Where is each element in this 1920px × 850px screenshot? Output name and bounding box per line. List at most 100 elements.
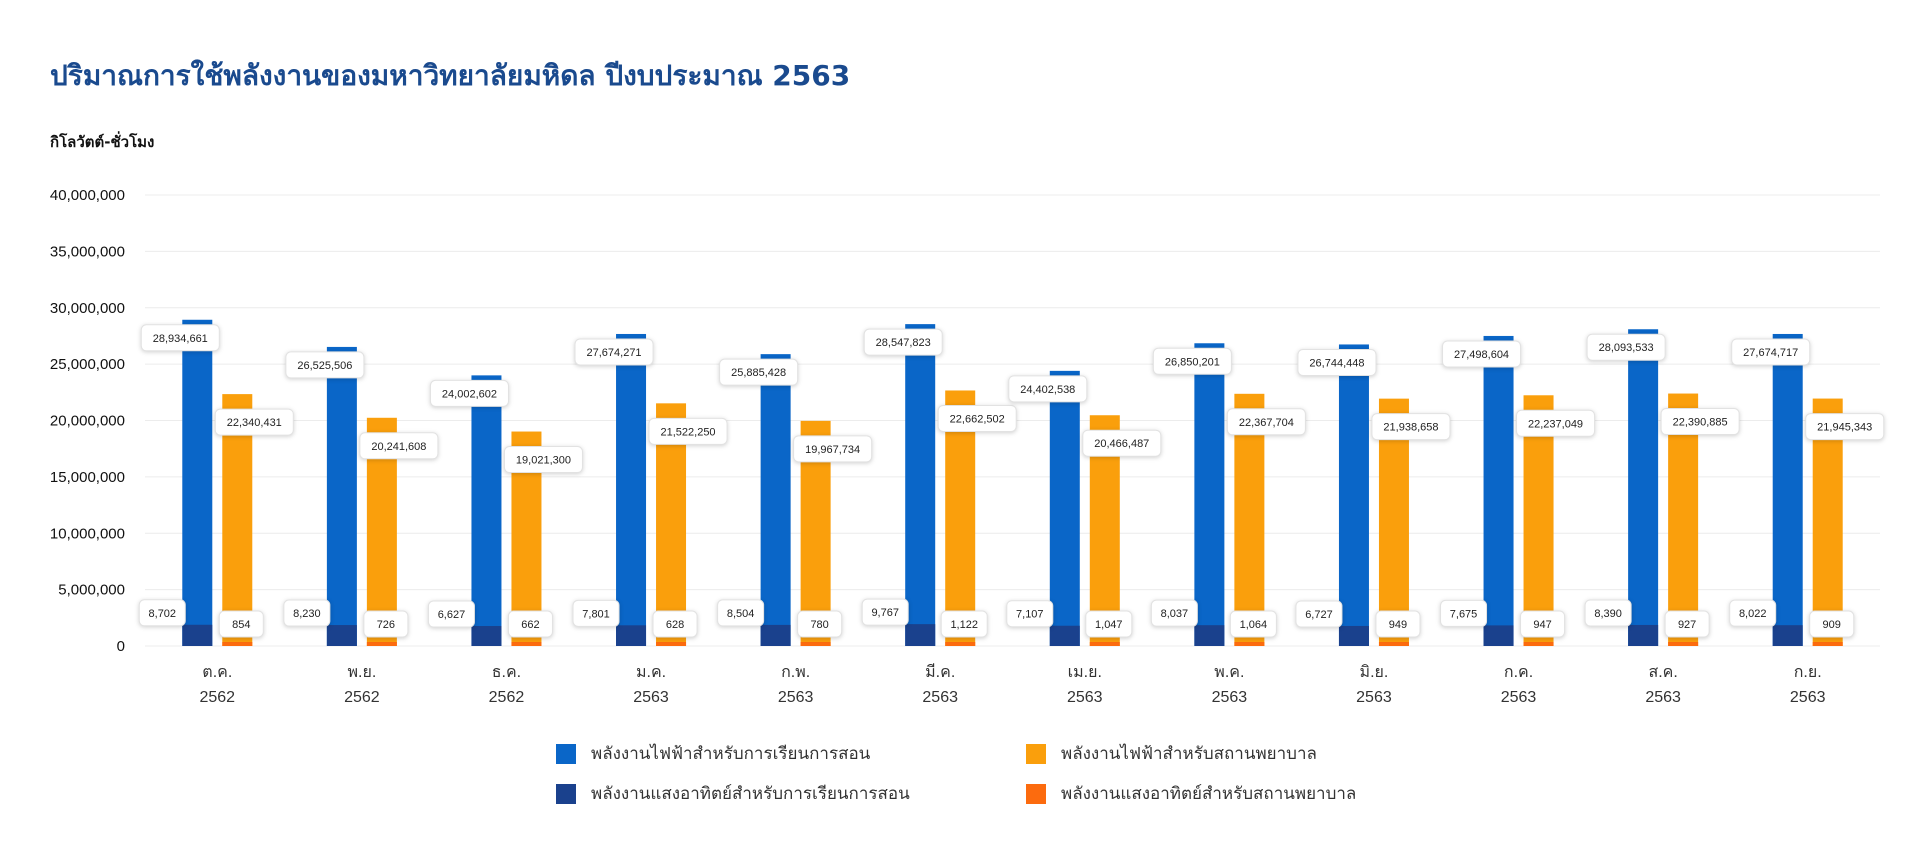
data-label-teaching-solar: 7,675 [1440,599,1488,627]
bar-teaching-solar [760,624,791,646]
data-label-teaching-electric-box [140,324,220,352]
data-label-teaching-solar-box [1006,600,1054,628]
y-tick-label: 5,000,000 [58,582,125,599]
data-label-teaching-electric-text: 24,402,538 [1020,384,1075,396]
bar-teaching-solar [616,625,647,646]
bar-teaching-electric [1772,333,1803,646]
data-label-teaching-electric-text: 25,885,428 [731,367,786,379]
data-label-teaching-solar-text: 9,767 [871,607,899,619]
data-label-teaching-electric-text: 26,744,448 [1309,357,1364,369]
y-tick-label: 20,000,000 [50,413,125,430]
data-label-hospital-electric-box [1805,413,1885,441]
data-label-hospital-solar-text: 662 [521,619,539,631]
data-label-hospital-electric-box [1082,429,1162,457]
data-label-hospital-solar-text: 1,122 [950,619,978,631]
data-label-teaching-solar: 7,107 [1006,600,1054,628]
data-label-hospital-electric-box [937,404,1017,432]
legend-item-hospital-solar[interactable]: พลังงานแสงอาทิตย์สำหรับสถานพยาบาล [1026,780,1356,807]
x-tick-month: ส.ค. [1648,664,1677,681]
legend-label-teaching-solar: พลังงานแสงอาทิตย์สำหรับการเรียนการสอน [591,784,910,804]
data-label-teaching-electric: 26,744,448 [1297,348,1377,376]
data-label-teaching-solar-box [427,600,475,628]
data-label-hospital-electric: 19,967,734 [793,435,873,463]
data-label-hospital-solar-text: 1,047 [1095,619,1123,631]
legend-item-teaching-solar[interactable]: พลังงานแสงอาทิตย์สำหรับการเรียนการสอน [556,780,910,807]
bar-teaching-solar [1483,625,1514,646]
data-label-hospital-electric: 22,367,704 [1226,408,1306,436]
data-label-hospital-electric-box [793,435,873,463]
data-label-teaching-solar: 9,767 [861,598,909,626]
bar-hospital-solar [656,642,687,646]
data-label-hospital-electric-box [1226,408,1306,436]
data-label-teaching-electric: 24,402,538 [1008,375,1088,403]
data-label-teaching-solar-text: 6,727 [1305,609,1333,621]
bar-teaching-electric [1628,329,1659,646]
data-label-teaching-solar-text: 8,504 [727,608,755,620]
bar-teaching-solar [905,624,936,646]
y-axis-unit-label: กิโลวัตต์-ชั่วโมง [50,133,155,151]
data-label-teaching-electric: 24,002,602 [429,379,509,407]
data-label-teaching-solar: 7,801 [572,599,620,627]
x-tick-year: 2563 [1645,689,1681,706]
x-tick-month: เม.ย. [1068,664,1102,681]
x-tick-year: 2563 [1356,689,1392,706]
bar-hospital-solar [1812,642,1843,646]
data-label-hospital-solar-box [1375,610,1421,638]
bar-teaching-solar [1049,625,1080,646]
data-label-teaching-solar: 8,230 [283,599,331,627]
data-label-teaching-solar-text: 8,230 [293,608,321,620]
data-label-teaching-solar-box [1440,599,1488,627]
data-label-teaching-solar: 8,022 [1729,599,1777,627]
legend-swatch-hospital-solar [1026,783,1046,804]
data-label-hospital-electric: 22,340,431 [214,408,294,436]
data-label-hospital-solar-box [1085,610,1133,638]
data-label-hospital-solar-text: 1,064 [1240,619,1268,631]
bar-hospital-solar [366,642,397,646]
legend-item-hospital-electric[interactable]: พลังงานไฟฟ้าสำหรับสถานพยาบาล [1026,740,1317,767]
bar-teaching-electric [182,319,213,646]
data-label-hospital-electric: 21,945,343 [1805,413,1885,441]
bar-teaching-electric [905,324,936,646]
data-label-hospital-solar: 1,047 [1085,610,1133,638]
data-label-teaching-solar-box [861,598,909,626]
data-label-teaching-solar-box [138,599,186,627]
data-label-hospital-electric: 22,237,049 [1516,409,1596,437]
data-label-teaching-electric-text: 27,498,604 [1454,349,1509,361]
legend-swatch-teaching-electric [556,743,576,764]
x-tick-year: 2562 [344,689,380,706]
data-label-teaching-electric-text: 27,674,717 [1743,347,1798,359]
data-label-hospital-solar-text: 909 [1823,619,1841,631]
data-label-hospital-solar-text: 628 [666,619,684,631]
data-label-teaching-electric-box [429,379,509,407]
data-label-teaching-solar: 6,627 [427,600,475,628]
data-label-teaching-electric-box [719,358,799,386]
data-label-teaching-electric-box [1731,338,1811,366]
data-label-teaching-electric: 27,498,604 [1442,340,1522,368]
x-tick-year: 2563 [1067,689,1103,706]
bar-teaching-electric [1338,344,1369,646]
data-label-teaching-electric-box [1152,347,1232,375]
y-tick-label: 35,000,000 [50,243,125,260]
bar-hospital-solar [1523,642,1554,646]
data-label-hospital-electric-text: 22,237,049 [1528,418,1583,430]
x-tick-month: ก.พ. [781,664,810,681]
bar-hospital-electric [1234,393,1265,646]
x-tick-month: ธ.ค. [492,664,521,681]
data-label-hospital-electric-text: 20,466,487 [1094,438,1149,450]
x-tick-month: พ.ค. [1214,664,1244,681]
data-label-teaching-electric: 27,674,717 [1731,338,1811,366]
bar-teaching-electric [1194,343,1225,646]
grid-lines [145,194,1880,647]
x-tick-month: มี.ค. [925,663,955,681]
bar-hospital-solar [800,642,831,646]
legend-item-teaching-electric[interactable]: พลังงานไฟฟ้าสำหรับการเรียนการสอน [556,740,870,767]
legend-swatch-hospital-electric [1026,743,1046,764]
data-label-teaching-electric-box [574,338,654,366]
data-label-hospital-electric: 22,390,885 [1660,408,1740,436]
data-label-hospital-solar-box [1520,610,1566,638]
y-tick-label: 25,000,000 [50,356,125,373]
data-label-hospital-solar: 662 [507,610,553,638]
data-label-teaching-electric: 26,850,201 [1152,347,1232,375]
x-tick-year: 2563 [1790,689,1826,706]
data-label-teaching-electric: 25,885,428 [719,358,799,386]
